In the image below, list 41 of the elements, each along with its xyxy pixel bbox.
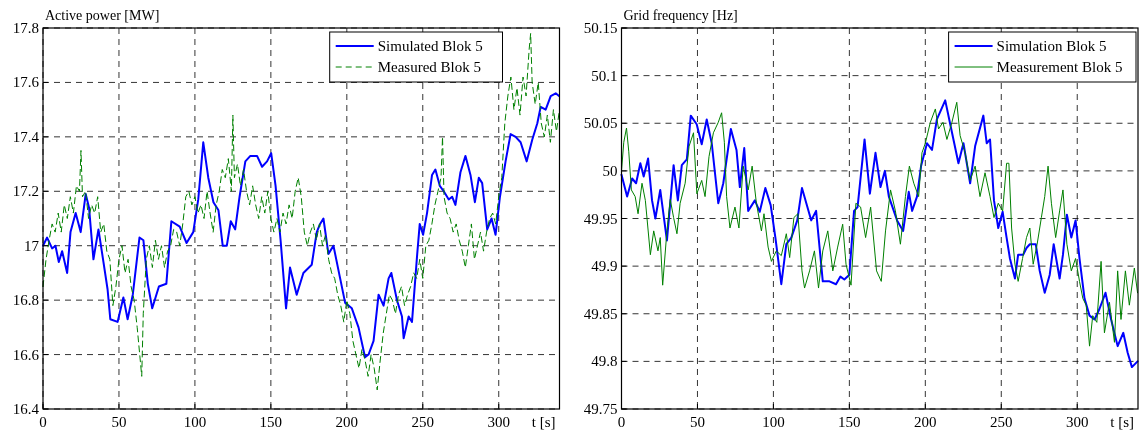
x-tick-label: 50 [689,414,705,430]
y-tick-label: 49.95 [583,210,618,227]
x-tick-label: 100 [183,414,207,430]
x-tick-label: 200 [335,414,359,430]
x-tick-label: 100 [762,414,785,430]
legend-label: Simulation Blok 5 [996,38,1107,54]
x-axis-title: t [s] [1110,414,1134,430]
x-tick-label: 200 [914,414,937,430]
y-tick-label: 50 [602,162,618,179]
x-tick-label: 0 [617,414,626,430]
y-tick-label: 49.8 [591,353,618,370]
x-tick-label: 250 [990,414,1013,430]
y-tick-label: 50.1 [591,67,618,84]
y-tick-label: 17.6 [12,74,40,91]
y-tick-label: 17 [24,237,40,254]
line-series [42,92,561,359]
y-tick-label: 50.05 [583,115,618,132]
y-tick-label: 49.75 [583,401,618,417]
legend-label: Simulated Blok 5 [377,38,483,54]
y-tick-label: 49.85 [583,305,618,322]
y-axis-title: Grid frequency [Hz] [623,8,738,23]
x-tick-label: 0 [39,414,47,430]
y-tick-label: 16.6 [12,346,40,363]
x-tick-label: 250 [411,414,435,430]
x-tick-label: 300 [487,414,510,430]
legend-label: Measurement Blok 5 [996,59,1123,75]
line-series [42,32,560,391]
x-tick-label: 150 [838,414,861,430]
y-tick-label: 17.2 [12,183,39,200]
x-tick-label: 50 [111,414,127,430]
legend-label: Measured Blok 5 [377,59,482,75]
y-tick-label: 16.8 [12,292,39,309]
x-tick-label: 150 [259,414,283,430]
y-tick-label: 50.15 [583,20,618,36]
y-tick-label: 49.9 [591,258,618,275]
x-axis-title: t [s] [531,414,556,430]
y-axis-title: Active power [MW] [45,8,160,23]
x-tick-label: 300 [1065,414,1089,430]
y-tick-label: 17.4 [12,128,40,145]
y-tick-label: 16.4 [12,401,40,417]
y-tick-label: 17.8 [12,20,39,36]
